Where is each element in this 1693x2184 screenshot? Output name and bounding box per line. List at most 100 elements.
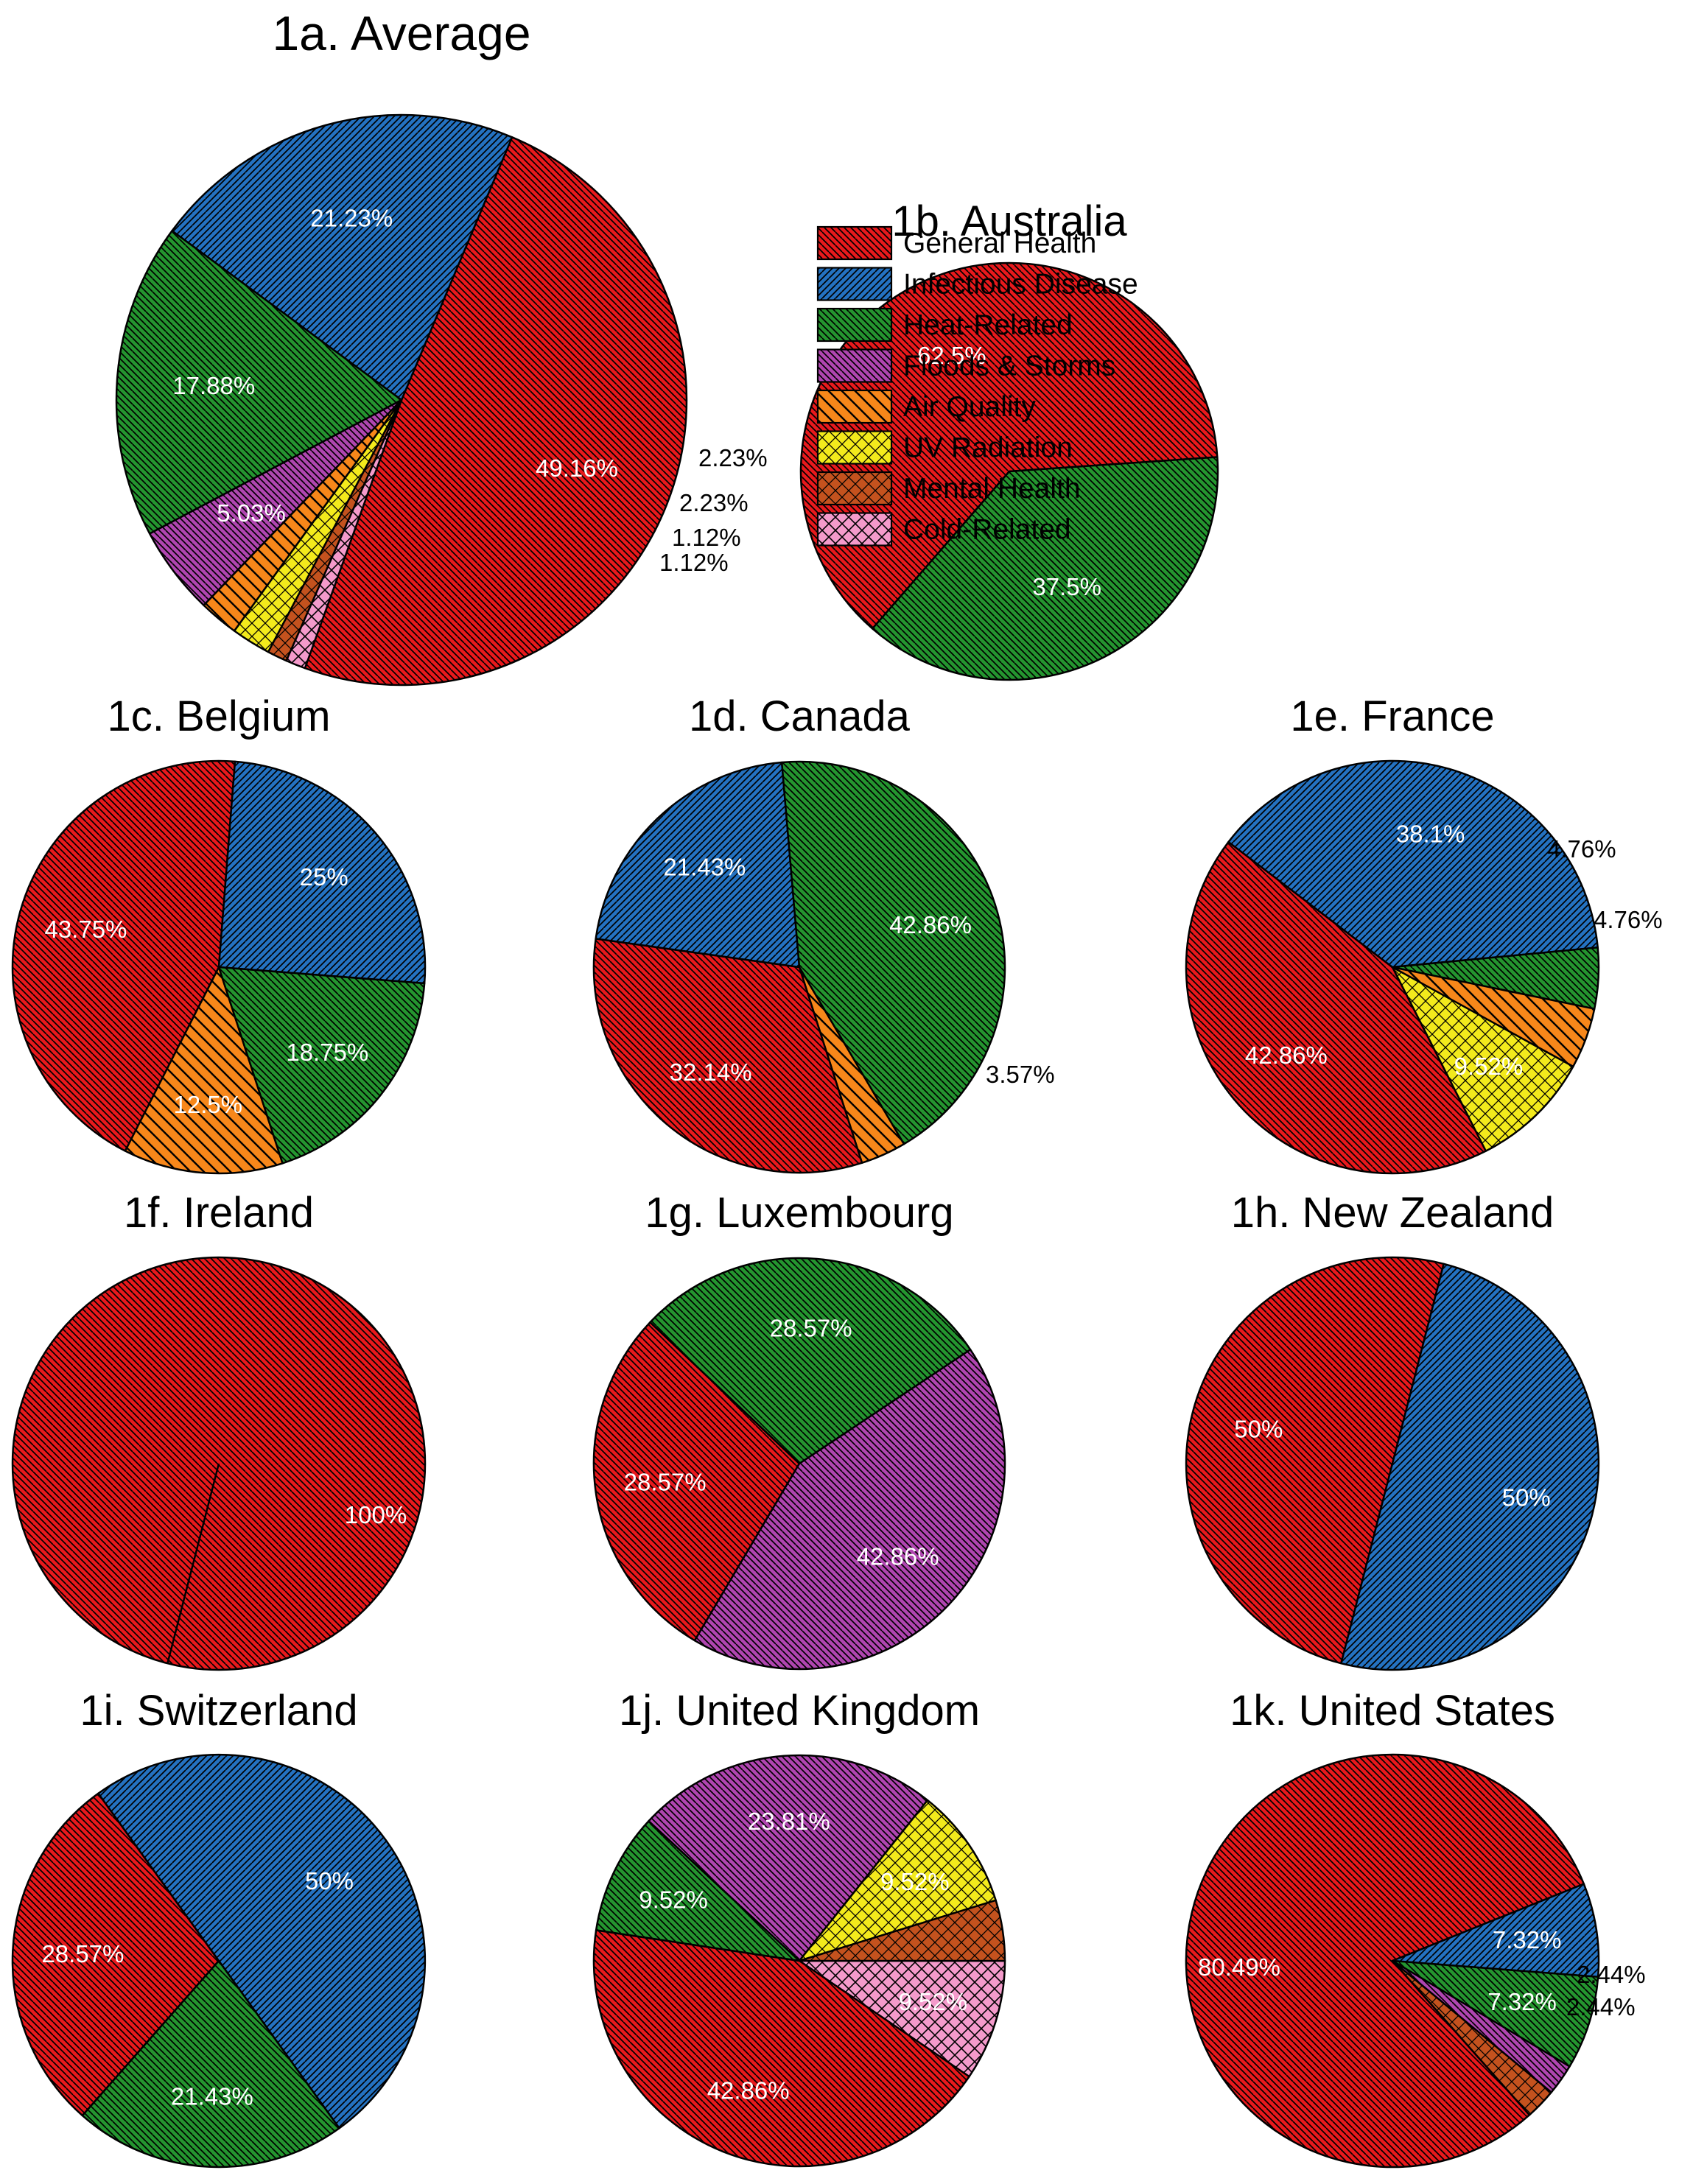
pie-slice-1j-heat-related xyxy=(595,1819,801,1962)
pie-slice-1j-cold-related xyxy=(798,1959,1006,2078)
value-label-1a-general-health: 49.16% xyxy=(536,454,618,482)
pie-slice-1j-general-health xyxy=(592,1929,970,2168)
value-label-1j-floods-and-storms: 23.81% xyxy=(748,1808,830,1835)
value-label-1j-general-health: 42.86% xyxy=(707,2077,790,2104)
legend-swatch-heat-related xyxy=(816,307,893,343)
value-label-1a-infectious-disease: 21.23% xyxy=(310,205,393,232)
value-label-1e-air-quality: 4.76% xyxy=(1594,906,1663,933)
pie-slice-1d-infectious-disease xyxy=(595,761,801,969)
value-label-1c-air-quality: 12.5% xyxy=(173,1091,242,1118)
pie-chart-1i: 1i. Switzerland 28.57% 50% 21.43% xyxy=(11,1687,427,2169)
legend-swatch-cold-related xyxy=(816,512,893,547)
pie-slice-1e-uv-radiation xyxy=(1391,966,1574,1152)
chart-title-1g: 1g. Luxembourg xyxy=(645,1189,953,1237)
value-label-1a-heat-related: 17.88% xyxy=(172,372,255,399)
chart-title-1c: 1c. Belgium xyxy=(107,692,330,740)
legend-item-infectious-disease: Infectious Disease xyxy=(816,267,1138,301)
pie-chart-1f: 1f. Ireland 100% xyxy=(11,1189,427,1671)
pie-slice-1j-mental-health xyxy=(798,1899,1006,1962)
pie-slice-1a-cold-related xyxy=(285,398,403,670)
pie-slice-1h-general-health xyxy=(1186,1257,1444,1663)
value-label-1j-heat-related: 9.52% xyxy=(639,1886,708,1914)
pie-chart-1c: 1c. Belgium 12.5% 43.75% 25% 18.75% xyxy=(11,692,427,1175)
value-label-1f-general-health: 100% xyxy=(345,1501,407,1528)
chart-title-1f: 1f. Ireland xyxy=(124,1189,314,1237)
legend-item-air-quality: Air Quality xyxy=(816,389,1036,424)
pie-slice-1k-infectious-disease xyxy=(1391,1883,1600,1978)
legend-label-floods-and-storms: Floods & Storms xyxy=(903,351,1115,382)
pie-slice-1c-air-quality xyxy=(124,966,284,1175)
legend-item-uv-radiation: UV Radiation xyxy=(816,430,1073,465)
chart-title-1a: 1a. Average xyxy=(272,6,530,60)
value-label-1e-heat-related: 4.76% xyxy=(1547,835,1616,863)
legend-label-infectious-disease: Infectious Disease xyxy=(903,269,1138,301)
value-label-1c-general-health: 43.75% xyxy=(44,916,127,943)
value-label-1a-floods-and-storms: 5.03% xyxy=(217,499,286,527)
chart-title-1i: 1i. Switzerland xyxy=(80,1687,357,1735)
legend-label-air-quality: Air Quality xyxy=(903,391,1036,423)
pie-slice-1g-floods-and-storms xyxy=(693,1348,1006,1671)
value-label-1k-general-health: 80.49% xyxy=(1198,1953,1280,1981)
value-label-1j-cold-related: 9.52% xyxy=(899,1988,968,2015)
value-label-1h-infectious-disease: 50% xyxy=(1502,1484,1551,1511)
value-label-1b-heat-related: 37.5% xyxy=(1032,573,1101,600)
legend: General Health Infectious Disease Heat-Rel… xyxy=(816,225,1138,547)
value-label-1b-general-health: 62.5% xyxy=(917,342,986,369)
pie-chart-1a: 1a. Average 49.16% 21.23% 17.88% 5.03% 2.23% 2… xyxy=(115,6,768,687)
pie-slice-edge-1f xyxy=(167,1463,220,1664)
pie-slice-1c-general-health xyxy=(11,759,236,1152)
legend-swatch-floods-and-storms xyxy=(816,348,893,383)
legend-label-mental-health: Mental Health xyxy=(903,473,1081,505)
legend-item-mental-health: Mental Health xyxy=(816,471,1081,506)
pie-slice-1d-heat-related xyxy=(780,760,1006,1145)
pie-slice-1a-heat-related xyxy=(115,230,403,535)
pie-slice-1i-general-health xyxy=(11,1792,220,2117)
chart-title-1j: 1j. United Kingdom xyxy=(619,1687,980,1735)
value-label-1h-general-health: 50% xyxy=(1234,1415,1283,1442)
legend-item-heat-related: Heat-Related xyxy=(816,307,1073,343)
pie-chart-1k: 1k. United States 2.44% 80.49% 7.32% 7.32% 2.… xyxy=(1185,1687,1646,2169)
value-label-1k-heat-related: 7.32% xyxy=(1487,1988,1557,2015)
legend-swatch-mental-health xyxy=(816,471,893,506)
legend-item-cold-related: Cold-Related xyxy=(816,512,1071,547)
value-label-1c-infectious-disease: 25% xyxy=(300,863,348,891)
value-label-1a-air-quality: 2.23% xyxy=(698,444,768,471)
pie-slice-1k-floods-and-storms xyxy=(1391,1959,1571,2093)
legend-swatch-uv-radiation xyxy=(816,430,893,465)
value-label-1a-mental-health: 1.12% xyxy=(672,524,741,551)
value-label-1d-general-health: 32.14% xyxy=(670,1058,752,1086)
pie-slice-1c-infectious-disease xyxy=(217,760,427,985)
legend-swatch-infectious-disease xyxy=(816,267,893,301)
pie-chart-1j: 1j. United Kingdom 9.52% 42.86% 9.52% 23.81%… xyxy=(592,1687,1006,2168)
pie-slice-1k-general-health xyxy=(1185,1753,1585,2169)
pie-slice-1d-general-health xyxy=(592,938,863,1174)
chart-title-1k: 1k. United States xyxy=(1230,1687,1555,1735)
pie-slice-1i-heat-related xyxy=(81,1959,340,2169)
pie-slice-1i-infectious-disease xyxy=(97,1753,427,2129)
value-label-1c-heat-related: 18.75% xyxy=(286,1039,368,1066)
legend-label-general-health: General Health xyxy=(903,228,1096,259)
pie-chart-1h: 1h. New Zealand 50% 50% xyxy=(1186,1189,1599,1670)
pie-slice-1g-heat-related xyxy=(649,1257,972,1465)
pie-slice-1e-infectious-disease xyxy=(1227,759,1599,969)
legend-item-general-health: General Health xyxy=(816,225,1096,261)
pie-slice-1e-general-health xyxy=(1185,840,1487,1175)
value-label-1g-heat-related: 28.57% xyxy=(770,1315,852,1342)
pie-slice-1e-air-quality xyxy=(1391,966,1596,1068)
value-label-1e-general-health: 42.86% xyxy=(1245,1042,1328,1069)
legend-item-floods-and-storms: Floods & Storms xyxy=(816,348,1115,383)
legend-label-uv-radiation: UV Radiation xyxy=(903,432,1073,464)
value-label-1j-uv-radiation: 9.52% xyxy=(880,1868,950,1895)
value-label-1e-uv-radiation: 9.52% xyxy=(1454,1053,1524,1080)
value-label-1k-floods-and-storms: 2.44% xyxy=(1577,1961,1646,1988)
value-label-1d-infectious-disease: 21.43% xyxy=(663,853,746,880)
legend-label-heat-related: Heat-Related xyxy=(903,309,1073,341)
legend-swatch-air-quality xyxy=(816,389,893,424)
pie-slice-1j-floods-and-storms xyxy=(648,1754,929,1962)
pie-slice-1c-heat-related xyxy=(217,966,426,1165)
pie-slice-1b-general-health xyxy=(799,261,1219,630)
legend-label-cold-related: Cold-Related xyxy=(903,514,1071,546)
value-label-1g-general-health: 28.57% xyxy=(624,1469,707,1496)
value-label-1i-infectious-disease: 50% xyxy=(305,1867,354,1895)
